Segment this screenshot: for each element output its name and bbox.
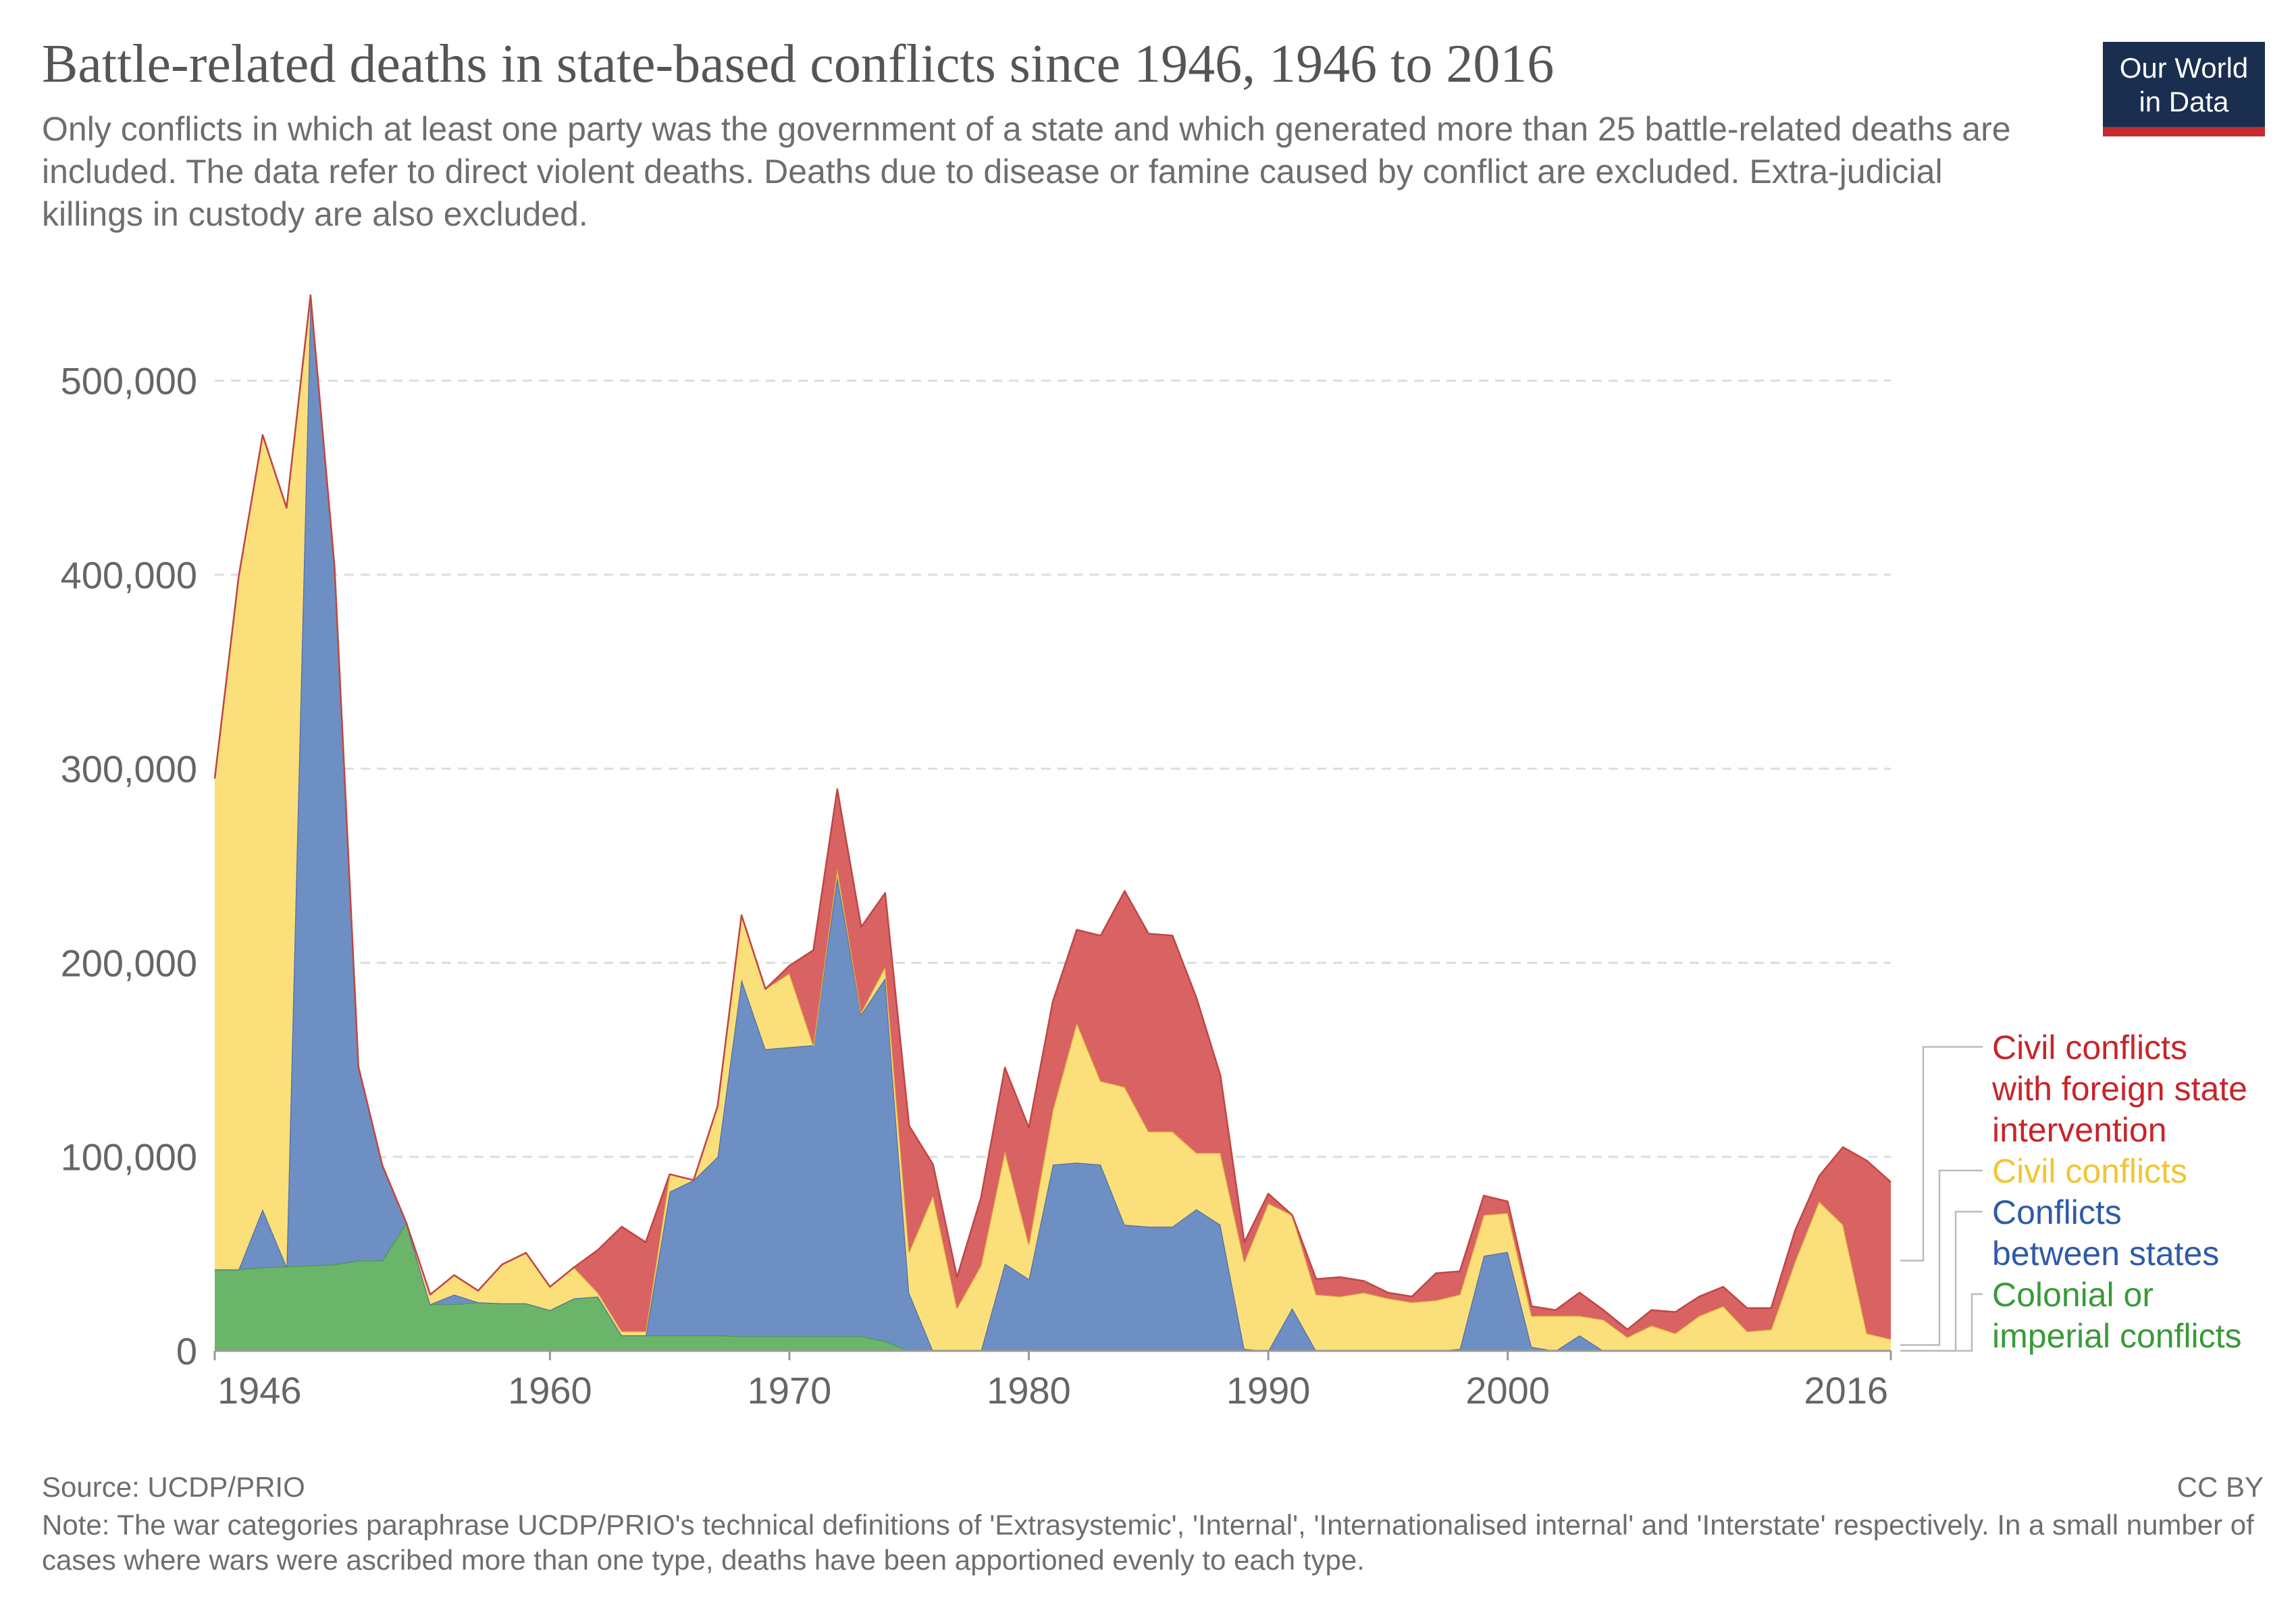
logo-line-1: Our World xyxy=(2119,52,2249,84)
legend: Civil conflicts with foreign stateinterve… xyxy=(1900,1029,2247,1355)
y-tick-label: 300,000 xyxy=(61,748,197,790)
license-link[interactable]: CC BY xyxy=(2176,1471,2264,1503)
owid-logo[interactable]: Our World in Data xyxy=(2103,42,2265,136)
legend-connector xyxy=(1900,1210,1983,1352)
area-series-2[interactable] xyxy=(215,295,1891,1352)
grid-lines xyxy=(215,380,1891,1158)
area-series-1[interactable] xyxy=(215,1223,1891,1351)
x-tick-label: 1970 xyxy=(748,1369,832,1412)
y-tick-label: 500,000 xyxy=(61,360,197,403)
note-text: Note: The war categories paraphrase UCDP… xyxy=(42,1509,2254,1576)
legend-label[interactable]: Civil conflicts xyxy=(1992,1029,2187,1066)
x-tick-label: 1990 xyxy=(1226,1369,1311,1412)
area-series-line-4 xyxy=(213,294,1891,1331)
source-text: Source: UCDP/PRIO xyxy=(42,1471,305,1503)
chart-title: Battle-related deaths in state-based con… xyxy=(42,34,1555,94)
x-tick-label: 1980 xyxy=(987,1369,1071,1412)
legend-connector xyxy=(1900,1046,1983,1262)
logo-line-2: in Data xyxy=(2139,86,2229,118)
axes: 0 100,000 200,000 300,000 400,000 500,000 1946… xyxy=(61,360,1892,1412)
legend-label[interactable]: imperial conflicts xyxy=(1992,1317,2242,1355)
legend-label[interactable]: with foreign state xyxy=(1991,1070,2247,1108)
legend-label[interactable]: Colonial or xyxy=(1992,1276,2154,1314)
y-tick-label: 0 xyxy=(176,1330,197,1372)
legend-label[interactable]: Civil conflicts xyxy=(1992,1152,2187,1190)
area-series xyxy=(213,294,1891,1352)
x-tick-label: 2016 xyxy=(1804,1369,1888,1412)
y-tick-label: 100,000 xyxy=(61,1136,197,1179)
area-series-3[interactable] xyxy=(215,295,1891,1352)
chart-subtitle: Only conflicts in which at least one par… xyxy=(42,110,2011,233)
x-tick-label: 1960 xyxy=(508,1369,592,1412)
x-tick-label: 1946 xyxy=(217,1369,302,1412)
y-tick-label: 200,000 xyxy=(61,942,197,984)
legend-label[interactable]: between states xyxy=(1992,1235,2219,1272)
legend-connector xyxy=(1900,1293,1983,1352)
y-tick-label: 400,000 xyxy=(61,554,197,596)
x-tick-label: 2000 xyxy=(1465,1369,1550,1412)
legend-label[interactable]: intervention xyxy=(1992,1111,2167,1149)
legend-connector xyxy=(1900,1169,1983,1346)
legend-label[interactable]: Conflicts xyxy=(1992,1193,2122,1231)
